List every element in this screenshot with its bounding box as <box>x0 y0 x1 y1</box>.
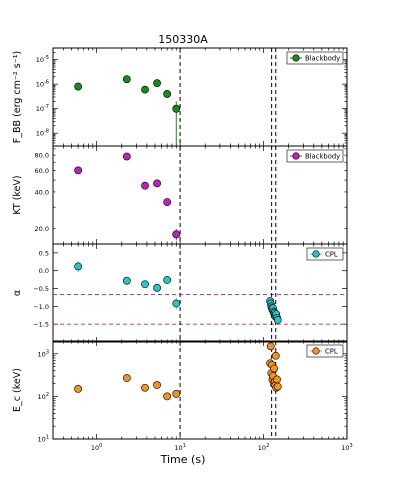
data-point <box>122 152 131 161</box>
y-axis-label: F_BB (erg cm⁻² s⁻¹) <box>12 51 23 143</box>
x-tick-label-base: 10 <box>91 444 99 452</box>
y-tick-label: −1.0 <box>33 303 49 311</box>
data-point <box>163 198 172 207</box>
y-tick-label: 20.0 <box>35 225 49 233</box>
data-point <box>163 392 172 401</box>
data-point <box>172 389 181 398</box>
y-tick-label-base: 10 <box>36 81 44 89</box>
x-tick-label-exponent: 2 <box>266 443 269 449</box>
y-tick-label-exponent: 3 <box>46 349 49 355</box>
legend: Blackbody <box>286 149 344 163</box>
data-point <box>273 382 282 391</box>
y-axis-label: α <box>12 290 23 296</box>
data-point <box>270 364 279 373</box>
legend-label: Blackbody <box>305 55 340 63</box>
data-point <box>122 374 131 382</box>
x-tick-label-base: 10 <box>258 444 266 452</box>
panel-frame <box>52 340 348 440</box>
data-point <box>273 316 282 324</box>
y-tick-label: 101 <box>38 435 49 444</box>
legend-marker <box>292 54 300 62</box>
x-tick-label-exponent: 3 <box>350 443 353 449</box>
x-tick-label-exponent: 1 <box>183 443 186 449</box>
y-tick-label: 10-5 <box>36 55 49 64</box>
legend: CPL <box>306 247 344 261</box>
data-point <box>153 79 161 88</box>
panel-frame <box>52 243 348 343</box>
legend-label: CPL <box>325 348 338 356</box>
y-tick-label-exponent: 1 <box>46 435 49 441</box>
data-point <box>74 385 83 393</box>
data-point <box>172 230 181 239</box>
x-axis-label: Time (s) <box>160 453 206 466</box>
y-tick-label: 80.0 <box>35 152 49 160</box>
data-point <box>273 375 281 384</box>
legend: CPL <box>306 344 344 358</box>
chart-title: 150330A <box>158 33 208 46</box>
legend-label: Blackbody <box>305 153 340 161</box>
y-tick-label: 10-7 <box>36 104 49 113</box>
legend-marker <box>312 250 320 258</box>
y-tick-label-base: 10 <box>36 130 44 138</box>
data-point <box>172 104 181 113</box>
y-tick-label-exponent: -5 <box>44 55 49 61</box>
legend-box <box>286 149 344 163</box>
y-tick-label-base: 10 <box>38 436 46 444</box>
y-tick-label: 103 <box>38 349 49 358</box>
data-point <box>74 262 83 271</box>
panel-2: 20.0 40.0 60.0 80.0 KT (keV) Blackbody <box>12 145 348 245</box>
data-point <box>172 299 181 308</box>
data-point <box>74 166 83 175</box>
y-tick-label: 0.0 <box>39 267 49 275</box>
data-point <box>141 85 149 94</box>
legend: Blackbody <box>286 51 344 65</box>
legend-marker <box>312 347 320 355</box>
x-tick-label: 102 <box>258 443 269 452</box>
x-tick-label: 101 <box>174 443 185 452</box>
data-point <box>163 276 172 284</box>
legend-marker <box>292 152 300 160</box>
data-point <box>163 90 172 98</box>
y-tick-label-base: 10 <box>38 393 46 401</box>
y-tick-label: −0.5 <box>33 285 49 293</box>
data-point <box>141 280 149 289</box>
legend-box <box>286 51 344 65</box>
data-point <box>271 351 280 360</box>
data-point <box>266 342 275 351</box>
y-axis-label: KT (keV) <box>12 175 23 214</box>
x-tick-label-base: 10 <box>174 444 182 452</box>
y-tick-label: −1.5 <box>33 321 49 329</box>
data-point <box>141 181 149 190</box>
x-tick-label-exponent: 0 <box>99 443 102 449</box>
x-tick-label-base: 10 <box>341 444 349 452</box>
y-axis-label: E_c (keV) <box>12 368 23 412</box>
y-tick-label: 40.0 <box>35 188 49 196</box>
panel-1: 10-510-610-710-8F_BB (erg cm⁻² s⁻¹) Black… <box>12 47 348 147</box>
y-tick-label-exponent: -7 <box>44 104 49 110</box>
y-tick-label: 0.5 <box>39 249 49 257</box>
y-tick-label: 10-8 <box>36 129 49 138</box>
legend-label: CPL <box>325 251 338 259</box>
x-tick-label: 103 <box>341 443 352 452</box>
data-point <box>153 381 161 389</box>
panel-3: 0.5 0.0 −0.5 −1.0 −1.5 α CPL <box>12 243 348 343</box>
data-point <box>153 179 161 188</box>
y-tick-label: 60.0 <box>35 167 49 175</box>
y-tick-label-exponent: -8 <box>44 129 49 135</box>
data-point <box>153 283 161 292</box>
y-tick-label-base: 10 <box>38 350 46 358</box>
data-point <box>74 82 83 91</box>
y-tick-label: 10-6 <box>36 80 49 89</box>
y-tick-label: 102 <box>38 392 49 401</box>
y-tick-label-exponent: 2 <box>46 392 49 398</box>
y-tick-label-base: 10 <box>36 105 44 113</box>
y-tick-label-exponent: -6 <box>44 80 49 86</box>
x-tick-label: 100 <box>91 443 102 452</box>
data-point <box>141 383 149 392</box>
y-tick-label-base: 10 <box>36 56 44 64</box>
data-point <box>122 276 131 285</box>
data-point <box>122 75 131 84</box>
